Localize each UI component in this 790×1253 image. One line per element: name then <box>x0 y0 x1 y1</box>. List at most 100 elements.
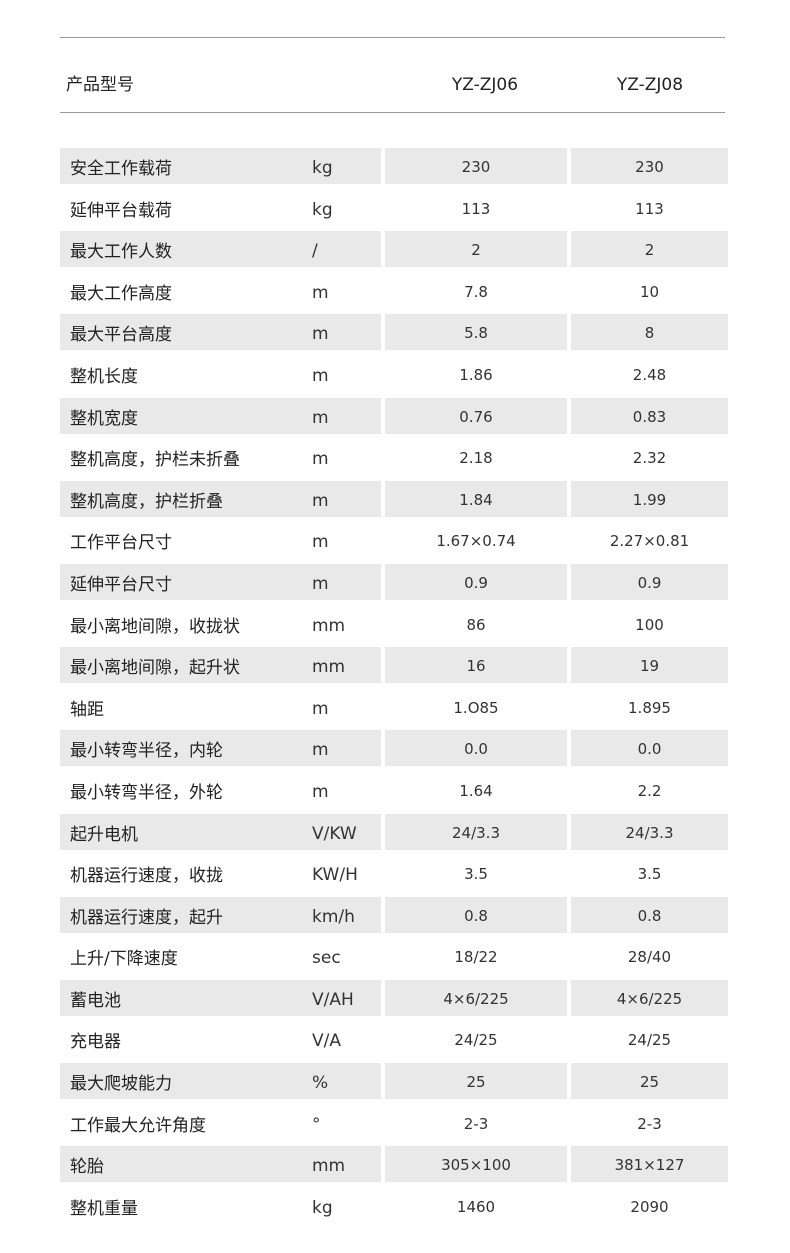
value-cell-model-2: 8 <box>571 314 728 351</box>
spec-unit: m <box>312 490 329 511</box>
label-cell: 延伸平台载荷 kg <box>60 190 381 226</box>
spec-unit: m <box>312 781 329 802</box>
table-row: 整机宽度 m 0.76 0.83 <box>60 397 728 440</box>
spec-label: 最小离地间隙，起升状 <box>70 658 240 679</box>
spec-value: 1.84 <box>459 490 493 509</box>
spec-value: 10 <box>639 282 660 301</box>
label-cell: 最小离地间隙，收拢状 mm <box>60 606 381 642</box>
table-row: 上升/下降速度 sec 18/22 28/40 <box>60 938 728 980</box>
spec-unit: kg <box>312 199 333 220</box>
spec-unit: m <box>312 365 329 386</box>
spec-unit: sec <box>312 948 341 969</box>
value-cell-model-1: 24/3.3 <box>385 813 567 850</box>
spec-value: 86 <box>466 615 486 634</box>
value-cell-model-1: 0.76 <box>385 397 567 434</box>
spec-label: 整机长度 <box>70 366 138 387</box>
value-cell-model-1: 1460 <box>385 1188 567 1224</box>
value-cell-model-2: 2 <box>571 231 728 268</box>
spec-label: 最大爬坡能力 <box>70 1074 172 1095</box>
label-cell: 最小转弯半径，外轮 m <box>60 772 381 808</box>
table-row: 安全工作载荷 kg 230 230 <box>60 148 728 190</box>
label-cell: 整机高度，护栏折叠 m <box>60 480 381 517</box>
spec-value: 0.83 <box>632 407 667 426</box>
spec-label: 轮胎 <box>70 1157 104 1178</box>
spec-table: 安全工作载荷 kg 230 230 延伸平台载荷 kg 113 113 最大工作人数 / … <box>60 148 728 1229</box>
spec-value: 24/3.3 <box>625 823 674 842</box>
spec-value: 1460 <box>456 1197 496 1216</box>
table-row: 延伸平台载荷 kg 113 113 <box>60 190 728 232</box>
value-cell-model-2: 10 <box>571 273 728 309</box>
value-cell-model-2: 0.9 <box>571 563 728 600</box>
spec-unit: mm <box>312 1156 346 1177</box>
value-cell-model-2: 24/25 <box>571 1021 728 1057</box>
spec-unit: m <box>312 449 329 470</box>
spec-value: 2-3 <box>463 1114 489 1133</box>
spec-value: 0.8 <box>637 906 662 925</box>
value-cell-model-1: 1.86 <box>385 356 567 392</box>
value-cell-model-2: 1.99 <box>571 480 728 517</box>
label-cell: 最大爬坡能力% <box>60 1063 381 1100</box>
table-row: 整机高度，护栏折叠 m 1.84 1.99 <box>60 480 728 523</box>
spec-unit: ° <box>312 1114 321 1135</box>
spec-unit: V/KW <box>312 823 357 844</box>
table-row: 最大工作高度 m 7.8 10 <box>60 273 728 315</box>
spec-value: 2.18 <box>459 449 493 468</box>
value-cell-model-2: 25 <box>571 1063 728 1100</box>
value-cell-model-1: 7.8 <box>385 273 567 309</box>
spec-value: 0.0 <box>464 740 488 759</box>
value-cell-model-2: 0.8 <box>571 896 728 933</box>
spec-value: 113 <box>461 199 491 218</box>
spec-unit: m <box>312 324 329 345</box>
value-cell-model-1: 86 <box>385 606 567 642</box>
value-cell-model-2: 113 <box>571 190 728 226</box>
label-cell: 延伸平台尺寸 m <box>60 563 381 600</box>
spec-value: 24/3.3 <box>452 823 500 842</box>
spec-value: 305×100 <box>441 1156 511 1175</box>
spec-label: 充电器 <box>70 1032 121 1053</box>
spec-value: 2.27×0.81 <box>609 532 690 551</box>
spec-value: 2.2 <box>637 781 662 800</box>
value-cell-model-1: 2.18 <box>385 439 567 475</box>
table-row: 轴距 m 1.O85 1.895 <box>60 689 728 731</box>
label-cell: 最大工作高度 m <box>60 273 381 309</box>
table-row: 充电器 V/A 24/25 24/25 <box>60 1021 728 1063</box>
spec-unit: km/h <box>312 906 355 927</box>
value-cell-model-2: 0.83 <box>571 397 728 434</box>
value-cell-model-2: 28/40 <box>571 938 728 974</box>
spec-value: 0.76 <box>459 407 493 426</box>
spec-unit: V/A <box>312 1031 341 1052</box>
spec-value: 2090 <box>630 1197 669 1216</box>
spec-label: 最大平台高度 <box>70 325 172 346</box>
spec-value: 230 <box>461 158 491 176</box>
spec-label: 整机宽度 <box>70 408 138 429</box>
spec-value: 4×6/225 <box>616 989 683 1008</box>
spec-value: 2-3 <box>637 1114 662 1133</box>
spec-unit: mm <box>312 657 346 678</box>
value-cell-model-1: 4×6/225 <box>385 979 567 1016</box>
value-cell-model-2: 2.32 <box>571 439 728 475</box>
value-cell-model-1: 0.8 <box>385 896 567 933</box>
spec-value: 113 <box>635 199 664 218</box>
spec-value: 2 <box>644 241 655 260</box>
value-cell-model-1: 113 <box>385 190 567 226</box>
value-cell-model-1: 16 <box>385 647 567 684</box>
spec-unit: m <box>312 740 329 761</box>
spec-label: 最大工作高度 <box>70 283 172 304</box>
top-divider <box>60 37 725 38</box>
table-row: 机器运行速度，收拢 KW/H 3.5 3.5 <box>60 855 728 897</box>
spec-value: 8 <box>644 324 655 343</box>
table-row: 最小转弯半径，外轮 m 1.64 2.2 <box>60 772 728 814</box>
label-cell: 轮胎 mm <box>60 1146 381 1183</box>
label-cell: 上升/下降速度 sec <box>60 938 381 974</box>
label-cell: 最大平台高度 m <box>60 314 381 351</box>
value-cell-model-1: 0.9 <box>385 563 567 600</box>
spec-label: 最小转弯半径，外轮 <box>70 782 223 803</box>
spec-value: 0.9 <box>637 573 662 592</box>
spec-value: 16 <box>466 657 486 676</box>
spec-value: 1.99 <box>632 490 667 509</box>
table-row: 整机高度，护栏未折叠 m 2.18 2.32 <box>60 439 728 481</box>
value-cell-model-1: 1.64 <box>385 772 567 808</box>
spec-value: 0.9 <box>464 573 488 592</box>
spec-unit: m <box>312 282 329 303</box>
spec-unit: kg <box>312 158 333 178</box>
